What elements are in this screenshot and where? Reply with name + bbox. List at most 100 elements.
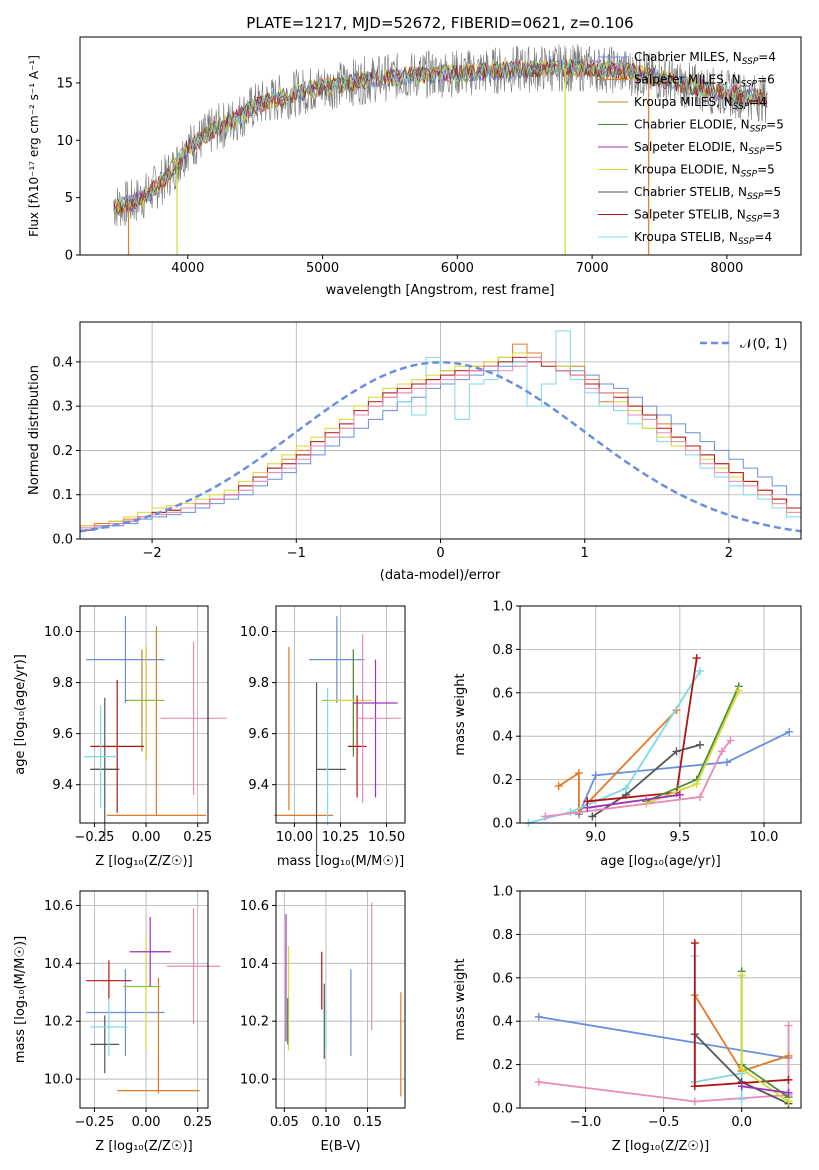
y-tick-label: 10.6 xyxy=(44,899,73,914)
x-tick-label: 0.25 xyxy=(183,830,212,845)
x-tick-label: −1.0 xyxy=(570,1115,602,1130)
weight-marker xyxy=(690,1082,699,1091)
weight-marker xyxy=(554,782,563,791)
weight-marker xyxy=(734,686,743,695)
weight-line xyxy=(545,739,732,818)
y-tick-label: 10.0 xyxy=(44,1073,73,1088)
weight-marker xyxy=(784,1021,793,1030)
weight-marker xyxy=(784,1051,793,1060)
histogram-panel: −2 −1 0 1 2 0.0 0.1 0.2 0.3 0.4 𝒩(0, 1) (data-mod… xyxy=(27,321,802,583)
y-tick-label: 1.0 xyxy=(492,600,513,615)
x-tick-label: 10.0 xyxy=(750,830,779,845)
legend-label: Kroupa ELODIE, NSSP=5 xyxy=(634,163,775,180)
histogram-ylabel: Normed distribution xyxy=(27,365,42,495)
x-axis-label: age [log₁₀(age/yr)] xyxy=(600,854,721,869)
y-tick-label: 0.6 xyxy=(492,686,513,701)
x-axis-label: mass [log₁₀(M/M☉)] xyxy=(277,854,404,869)
y-tick-label: 10.0 xyxy=(240,625,269,640)
weight-marker xyxy=(696,792,705,801)
x-tick-label: 0.15 xyxy=(353,1115,382,1130)
y-axis-label: mass weight xyxy=(453,958,468,1040)
panel-frame xyxy=(79,605,209,824)
weight-marker xyxy=(591,771,600,780)
y-tick-label: 0.0 xyxy=(492,817,513,832)
weight-line xyxy=(591,744,701,818)
x-tick-label: 1 xyxy=(581,546,589,561)
y-tick-label: 0.8 xyxy=(492,643,513,658)
y-tick-label: 10 xyxy=(56,134,73,149)
weight-line xyxy=(741,1085,789,1094)
panel-frame xyxy=(519,890,802,1109)
x-axis-label: Z [log₁₀(Z/Z☉)] xyxy=(612,1139,709,1154)
y-tick-label: 0.0 xyxy=(492,1102,513,1117)
x-tick-label: 0.00 xyxy=(132,1115,161,1130)
legend-label: Salpeter STELIB, NSSP=3 xyxy=(634,208,780,225)
y-tick-label: 0.2 xyxy=(52,444,73,459)
x-tick-label: 6000 xyxy=(441,261,474,276)
weight-marker xyxy=(722,758,731,767)
x-tick-label: −1 xyxy=(287,546,306,561)
small-panel: −0.25 0.00 0.25 10.0 10.2 10.4 10.6 Z [log₁₀(Z/… xyxy=(13,890,221,1154)
x-tick-label: 4000 xyxy=(171,261,204,276)
legend-label: Chabrier STELIB, NSSP=5 xyxy=(634,185,781,202)
y-tick-label: 10.6 xyxy=(240,899,269,914)
x-tick-label: 10.00 xyxy=(276,830,313,845)
weight-marker xyxy=(672,747,681,756)
x-tick-label: −2 xyxy=(143,546,162,561)
legend-label: Chabrier ELODIE, NSSP=5 xyxy=(634,118,784,135)
weight-marker xyxy=(696,667,705,676)
x-tick-label: 9.5 xyxy=(670,830,691,845)
x-axis-label: E(B-V) xyxy=(320,1139,360,1154)
weight-marker xyxy=(690,1097,699,1106)
histogram-legend-label: 𝒩(0, 1) xyxy=(740,337,787,352)
weight-marker xyxy=(534,1077,543,1086)
y-axis-label: age [log₁₀(age/yr)] xyxy=(13,654,28,775)
y-tick-label: 0.4 xyxy=(492,1015,513,1030)
weight-line xyxy=(558,709,678,815)
x-tick-label: 0.0 xyxy=(731,1115,752,1130)
x-tick-label: 0.10 xyxy=(311,1115,340,1130)
y-tick-label: 15 xyxy=(56,76,73,91)
small-panel: −1.0 −0.5 0.0 0.0 0.2 0.4 0.6 0.8 1.0 Z [log₁₀(Z/… xyxy=(453,885,802,1154)
spectrum-frame xyxy=(79,36,802,256)
x-tick-label: 0 xyxy=(436,546,444,561)
weight-marker xyxy=(574,769,583,778)
y-tick-label: 9.6 xyxy=(248,727,269,742)
x-tick-label: −0.25 xyxy=(75,830,115,845)
small-panel: −0.25 0.00 0.25 9.4 9.6 9.8 10.0 Z [log₁₀(Z/Z☉)… xyxy=(13,605,227,869)
small-panel: 10.00 10.25 10.50 9.4 9.6 9.8 10.0 mass [log₁₀(… xyxy=(240,605,406,869)
weight-marker xyxy=(692,654,701,663)
weight-line xyxy=(538,1016,789,1059)
legend-label: Salpeter MILES, NSSP=6 xyxy=(634,73,775,90)
y-tick-label: 10.4 xyxy=(240,957,269,972)
weight-marker xyxy=(784,1075,793,1084)
weight-marker xyxy=(784,1097,793,1106)
legend-label: Kroupa STELIB, NSSP=4 xyxy=(634,230,772,247)
y-tick-label: 0.2 xyxy=(492,1058,513,1073)
x-tick-label: −0.5 xyxy=(648,1115,680,1130)
weight-marker xyxy=(692,779,701,788)
x-axis-label: Z [log₁₀(Z/Z☉)] xyxy=(95,1139,192,1154)
spectrum-data-line xyxy=(113,44,768,227)
y-tick-label: 0.3 xyxy=(52,400,73,415)
normal-curve xyxy=(79,361,802,533)
y-tick-label: 0 xyxy=(65,249,73,264)
y-tick-label: 10.0 xyxy=(240,1073,269,1088)
spectrum-model-line xyxy=(113,58,768,213)
panel-frame xyxy=(79,890,209,1109)
x-tick-label: 2 xyxy=(725,546,733,561)
x-axis-label: Z [log₁₀(Z/Z☉)] xyxy=(95,854,192,869)
y-tick-label: 9.6 xyxy=(52,727,73,742)
x-tick-label: 10.50 xyxy=(368,830,405,845)
weight-line xyxy=(578,731,790,815)
histogram-step xyxy=(80,352,801,527)
spectrum-ylabel: Flux [fλ10⁻¹⁷ erg cm⁻² s⁻¹ A⁻¹] xyxy=(27,55,41,237)
weight-marker xyxy=(737,1095,746,1104)
y-tick-label: 9.4 xyxy=(248,778,269,793)
small-panel: 9.0 9.5 10.0 0.0 0.2 0.4 0.6 0.8 1.0 age [log₁₀(a… xyxy=(453,600,802,869)
y-tick-label: 1.0 xyxy=(492,885,513,900)
spectrum-legend: Chabrier MILES, NSSP=4 Salpeter MILES, NS… xyxy=(598,50,784,247)
y-tick-label: 0.6 xyxy=(492,971,513,986)
x-tick-label: −0.25 xyxy=(75,1115,115,1130)
